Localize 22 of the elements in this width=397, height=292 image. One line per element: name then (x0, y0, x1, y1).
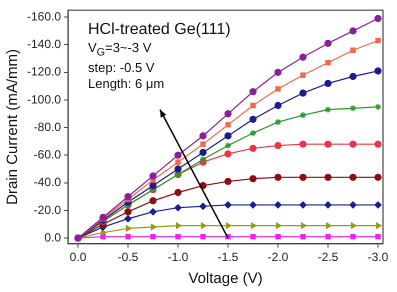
y-tick-label: -80.0 (34, 120, 62, 134)
x-tick-label: -2.0 (268, 250, 289, 264)
annotation: V$_{G}$=3~-3 V (88, 40, 152, 60)
x-tick-label: -2.5 (318, 250, 339, 264)
y-axis-title: Drain Current (mA/mm) (4, 48, 22, 205)
x-tick-label: -3.0 (368, 250, 389, 264)
x-tick-label: -1.5 (218, 250, 239, 264)
y-tick-label: -20.0 (34, 202, 62, 217)
y-tick-label: -140.0 (26, 37, 62, 52)
y-tick-label: -120.0 (26, 64, 62, 79)
annotation: step: -0.5 V (88, 60, 156, 76)
y-tick-label: -40.0 (34, 175, 62, 190)
annotation: Length: 6 μm (88, 76, 166, 93)
text: HCl-treated Ge(111) (88, 20, 231, 40)
y-tick-label: -60.0 (34, 148, 62, 162)
x-axis-title: Voltage (V) (188, 270, 263, 288)
x-tick-label: 0.0 (70, 250, 87, 264)
y-tick-label: -160.0 (26, 9, 62, 24)
y-tick-label: 0.0 (44, 230, 62, 244)
x-tick-label: -0.5 (118, 250, 139, 264)
x-tick-label: -1.0 (168, 250, 189, 264)
y-tick-label: -100.0 (26, 92, 62, 106)
